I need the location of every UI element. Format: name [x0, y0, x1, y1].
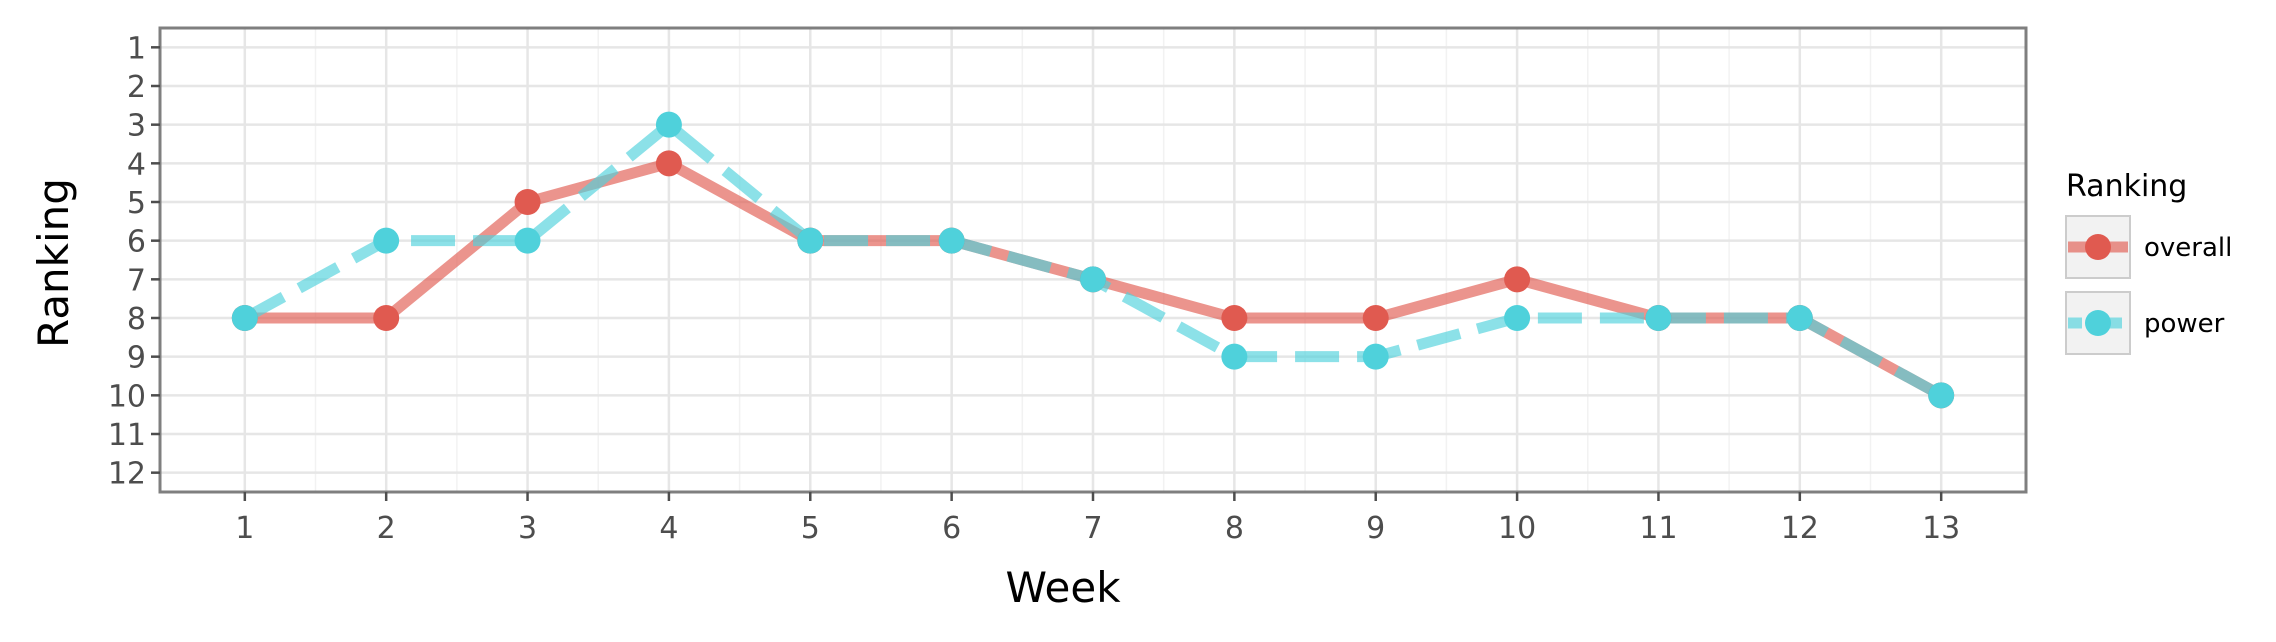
legend-key-point-overall: [2085, 234, 2111, 260]
x-tick-label: 10: [1498, 511, 1536, 546]
x-tick-label: 6: [942, 511, 961, 546]
series-layer: [231, 111, 1955, 409]
x-tick-label: 2: [377, 511, 396, 546]
data-point-power: [1080, 266, 1106, 293]
y-tick-label: 8: [127, 302, 146, 337]
y-tick-label: 7: [127, 263, 146, 298]
data-point-power: [938, 227, 965, 254]
x-tick-label: 13: [1922, 511, 1960, 546]
x-axis: 1 2 3 4 5 6 7 8 9 10 11 12 13: [235, 492, 1960, 546]
data-point-power: [1221, 343, 1248, 370]
x-axis-title: Week: [1005, 563, 1121, 612]
x-tick-label: 3: [518, 511, 537, 546]
legend-title: Ranking: [2066, 169, 2187, 204]
y-tick-label: 3: [127, 109, 146, 144]
data-point-power: [1786, 305, 1813, 331]
data-point-overall: [1504, 266, 1531, 293]
data-point-overall: [1221, 305, 1248, 331]
x-tick-label: 11: [1639, 511, 1677, 546]
data-point-power: [1362, 343, 1389, 370]
x-tick-label: 1: [235, 511, 254, 546]
y-tick-label: 9: [127, 341, 146, 376]
data-point-power: [1928, 382, 1955, 409]
data-point-overall: [655, 150, 682, 177]
data-point-power: [231, 305, 258, 331]
data-point-power: [1645, 305, 1672, 331]
y-tick-label: 4: [127, 147, 146, 182]
x-tick-label: 12: [1781, 511, 1819, 546]
data-point-power: [514, 227, 541, 254]
data-point-overall: [514, 189, 541, 215]
x-tick-label: 4: [659, 511, 678, 546]
y-tick-label: 2: [127, 70, 146, 105]
legend-label-power: power: [2144, 309, 2225, 339]
data-point-power: [797, 227, 824, 254]
x-tick-label: 8: [1225, 511, 1244, 546]
x-tick-label: 9: [1366, 511, 1385, 546]
data-point-overall: [1362, 305, 1389, 331]
y-tick-label: 1: [127, 31, 146, 66]
data-point-power: [655, 111, 682, 138]
x-tick-label: 5: [801, 511, 820, 546]
major-gridlines: [160, 28, 2026, 492]
y-axis-title: Ranking: [29, 178, 78, 348]
y-tick-label: 5: [127, 186, 146, 221]
y-tick-label: 12: [108, 457, 146, 492]
legend-key-point-power: [2085, 310, 2111, 336]
y-tick-label: 10: [108, 379, 146, 414]
y-tick-label: 6: [127, 225, 146, 260]
data-point-power: [373, 227, 400, 254]
data-point-overall: [373, 305, 400, 331]
legend-label-overall: overall: [2144, 233, 2232, 263]
data-point-power: [1504, 305, 1531, 331]
legend: Ranking overall power: [2065, 169, 2232, 355]
y-tick-label: 11: [108, 418, 146, 453]
x-tick-label: 7: [1083, 511, 1102, 546]
